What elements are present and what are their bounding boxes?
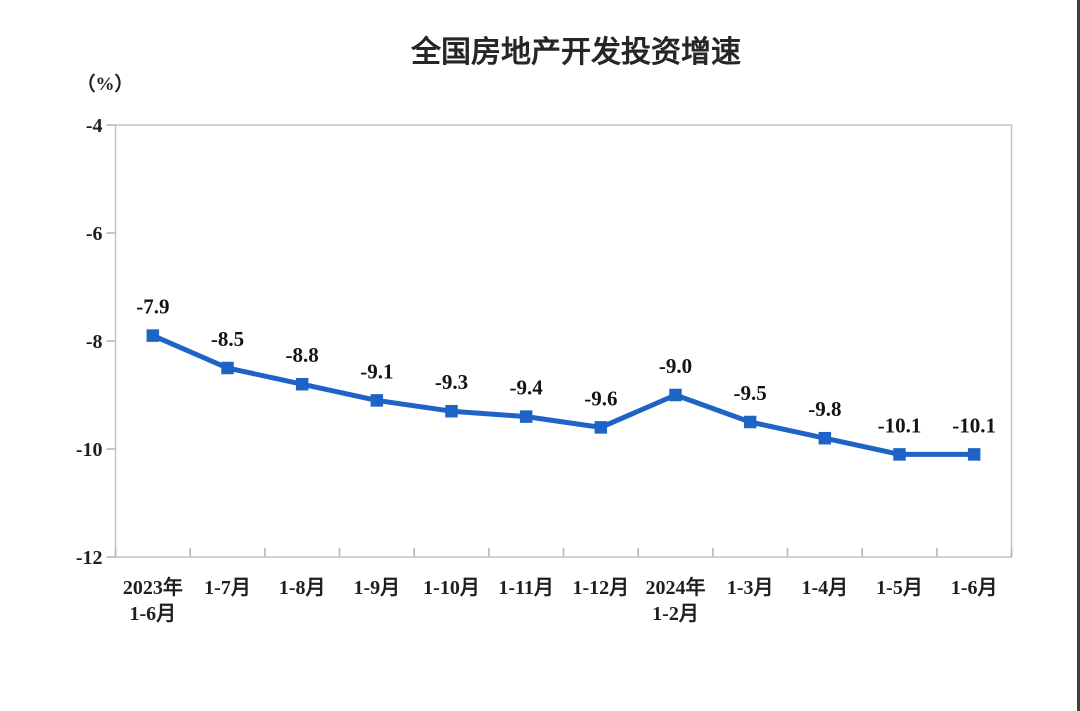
- plot-border: [114, 124, 1013, 558]
- data-point-marker: [221, 361, 234, 375]
- data-point-label: -9.4: [510, 376, 544, 400]
- x-category-label: 1-8月: [279, 577, 326, 599]
- data-point-marker: [818, 431, 832, 445]
- x-category-label: 1-10月: [423, 577, 480, 599]
- data-point-marker: [295, 377, 309, 391]
- data-point-label: -8.5: [211, 327, 244, 351]
- y-axis-unit-label: （%）: [76, 72, 133, 95]
- data-point-label: -9.3: [435, 370, 468, 394]
- y-axis-tick-label: -8: [86, 331, 103, 353]
- x-category-label: 1-9月: [353, 577, 400, 599]
- x-category-label: 1-11月: [498, 577, 554, 599]
- y-axis-tick-label: -6: [86, 223, 103, 245]
- x-category-label: 1-4月: [801, 577, 848, 599]
- series-line: [150, 333, 977, 457]
- data-point-marker: [594, 421, 608, 434]
- data-point-marker: [146, 329, 160, 342]
- x-category-label: 1-12月: [572, 577, 629, 599]
- data-point-label: -9.0: [659, 354, 692, 378]
- screenshot-right-edge: [1077, 0, 1080, 711]
- x-category-label: 2023年 1-6月: [123, 575, 183, 625]
- y-axis-tick-label: -12: [76, 547, 103, 569]
- data-point-label: -9.8: [808, 397, 841, 421]
- x-category-label: 2024年 1-2月: [646, 575, 706, 625]
- data-point-marker: [445, 404, 458, 418]
- chart-title: 全国房地产开发投资增速: [410, 35, 741, 69]
- data-point-label: -10.1: [952, 413, 996, 437]
- data-point-label: -8.8: [286, 343, 319, 367]
- data-point-marker: [370, 394, 384, 407]
- x-category-label: 1-5月: [876, 577, 923, 599]
- data-point-marker: [743, 415, 757, 429]
- data-point-marker: [519, 410, 533, 423]
- x-category-label: 1-7月: [204, 577, 251, 599]
- y-axis-tick-label: -4: [86, 115, 103, 137]
- data-point-label: -9.5: [734, 381, 767, 405]
- data-point-marker: [893, 448, 906, 461]
- data-point-marker: [669, 388, 682, 402]
- data-point-label: -9.1: [360, 359, 393, 383]
- data-point-label: -10.1: [878, 413, 922, 437]
- x-category-label: 1-6月: [951, 577, 998, 599]
- data-point-marker: [967, 448, 981, 461]
- data-point-label: -7.9: [136, 295, 169, 319]
- y-axis-tick-label: -10: [76, 439, 103, 461]
- data-point-label: -9.6: [584, 386, 617, 410]
- x-category-label: 1-3月: [727, 577, 774, 599]
